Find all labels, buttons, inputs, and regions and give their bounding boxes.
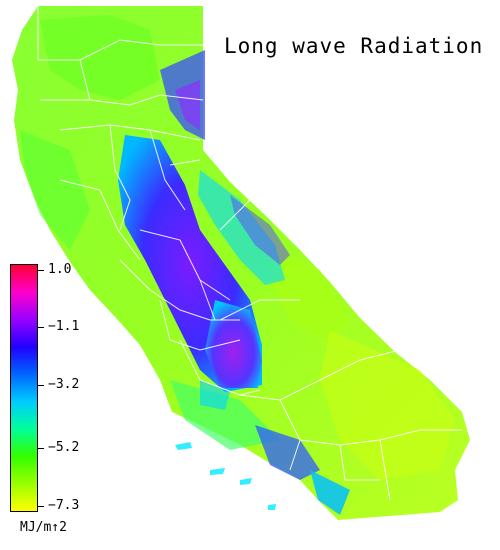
legend-tick-5 [38, 506, 44, 507]
legend-label-3: −3.2 [48, 377, 80, 392]
legend-label-4: −5.2 [48, 440, 80, 455]
legend-label-5: −7.3 [48, 498, 80, 513]
legend-label-1: 1.0 [48, 262, 72, 277]
legend-tick-3 [38, 385, 44, 386]
legend-tick-1 [38, 270, 44, 271]
map-title: Long wave Radiation [224, 34, 484, 58]
legend-tick-2 [38, 327, 44, 328]
legend-color-bar [10, 264, 38, 512]
legend-tick-4 [38, 448, 44, 449]
legend-label-2: −1.1 [48, 319, 80, 334]
county-boundaries [37, 6, 462, 501]
legend-unit-label: MJ/m↑2 [20, 520, 67, 535]
